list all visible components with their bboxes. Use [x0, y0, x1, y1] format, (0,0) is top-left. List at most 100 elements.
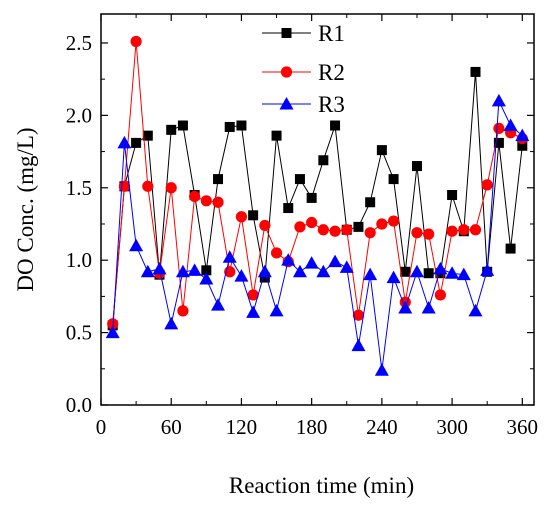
data-point-r1: [236, 120, 247, 131]
data-point-r3: [246, 305, 261, 318]
data-point-r3: [199, 272, 214, 285]
data-point-r1: [318, 155, 329, 166]
plot-frame: [100, 13, 535, 406]
data-point-r3: [281, 253, 296, 266]
data-point-r3: [480, 263, 495, 276]
data-point-r3: [257, 264, 272, 278]
data-point-r3: [316, 264, 331, 278]
data-point-r1: [271, 130, 282, 141]
y-tick-label: 1.5: [66, 176, 92, 200]
y-axis-title: DO Conc. (mg/L): [13, 127, 38, 291]
data-point-r3: [433, 261, 448, 275]
data-point-r1: [447, 190, 458, 201]
x-tick-label: 240: [366, 415, 398, 439]
legend-label-r2: R2: [318, 60, 345, 85]
legend-item-r2: R2: [262, 60, 345, 85]
data-point-r2: [376, 218, 388, 230]
data-point-r3: [140, 264, 155, 278]
data-point-r3: [445, 266, 460, 279]
data-point-r3: [304, 256, 319, 269]
x-tick-label: 120: [226, 415, 258, 439]
data-point-r1: [423, 268, 434, 279]
y-tick-label: 2.0: [66, 103, 92, 127]
legend-item-r1: R1: [262, 21, 345, 46]
axis-ticks: [100, 14, 534, 406]
data-point-r3: [105, 325, 120, 339]
data-point-r1: [376, 145, 387, 156]
data-point-r2: [317, 224, 329, 236]
data-point-r3: [409, 264, 424, 278]
legend-label-r3: R3: [318, 92, 345, 117]
data-point-r1: [470, 66, 481, 77]
data-point-r1: [131, 137, 142, 148]
x-tick-label: 360: [507, 415, 539, 439]
data-point-r3: [117, 135, 132, 149]
data-point-r2: [270, 247, 283, 259]
data-point-r2: [306, 216, 318, 229]
data-point-r1: [177, 120, 188, 131]
data-point-r1: [388, 174, 399, 185]
legend-marker-r3: [279, 97, 294, 110]
data-point-r2: [329, 225, 341, 237]
y-tick-label: 0.0: [66, 393, 92, 417]
data-point-r2: [387, 215, 400, 227]
data-point-r2: [107, 318, 119, 330]
data-point-r1: [213, 174, 224, 185]
data-point-r1: [517, 140, 528, 151]
data-point-r2: [142, 180, 154, 192]
data-point-r3: [398, 300, 413, 314]
data-point-r2: [434, 289, 446, 301]
legend-marker-r2: [280, 66, 293, 78]
data-point-r3: [351, 338, 366, 352]
data-point-r3: [515, 128, 530, 142]
data-point-r3: [187, 263, 202, 276]
data-point-r1: [294, 174, 305, 185]
data-point-r2: [446, 225, 458, 237]
data-point-r1: [201, 265, 212, 276]
data-point-r2: [364, 227, 376, 239]
tick-labels: 0 60 120 180 240 300 360 0.0 0.5 1.0 1.5 2.0 2.5: [66, 31, 538, 439]
data-point-r1: [330, 120, 341, 131]
data-point-r1: [306, 192, 317, 203]
data-point-r2: [247, 289, 259, 301]
x-tick-label: 300: [436, 415, 468, 439]
data-point-r3: [503, 118, 518, 132]
data-point-r2: [469, 224, 482, 236]
data-point-r1: [505, 243, 516, 254]
data-point-r2: [341, 224, 353, 236]
data-point-r2: [458, 224, 470, 236]
data-point-r2: [481, 179, 493, 191]
data-point-r3: [164, 316, 179, 330]
data-point-r3: [386, 270, 401, 284]
data-point-r2: [177, 305, 189, 317]
y-tick-label: 2.5: [66, 31, 92, 55]
data-point-r2: [294, 221, 306, 233]
data-point-r2: [235, 211, 248, 223]
data-point-r3: [175, 264, 190, 278]
data-point-r3: [468, 303, 483, 317]
data-point-r1: [411, 161, 422, 172]
y-tick-label: 1.0: [66, 248, 92, 272]
data-point-r2: [493, 122, 505, 135]
legend-marker-r1: [281, 28, 292, 38]
series-layer: [105, 35, 530, 376]
y-tick-label: 0.5: [66, 321, 92, 345]
data-point-r3: [339, 260, 354, 273]
data-point-r1: [224, 121, 235, 132]
data-point-r1: [166, 124, 177, 135]
data-point-r2: [165, 182, 177, 194]
series-r3: [105, 93, 530, 376]
data-point-r3: [292, 264, 307, 278]
data-point-r1: [283, 203, 294, 214]
data-point-r2: [200, 195, 212, 207]
data-point-r1: [365, 197, 376, 208]
data-point-r3: [363, 267, 378, 281]
data-point-r2: [411, 227, 423, 239]
data-point-r2: [212, 196, 224, 208]
data-point-r3: [129, 238, 144, 252]
data-point-r1: [248, 210, 259, 221]
x-tick-label: 180: [296, 415, 328, 439]
data-point-r1: [493, 137, 504, 148]
legend: R1 R2 R3: [262, 21, 345, 117]
